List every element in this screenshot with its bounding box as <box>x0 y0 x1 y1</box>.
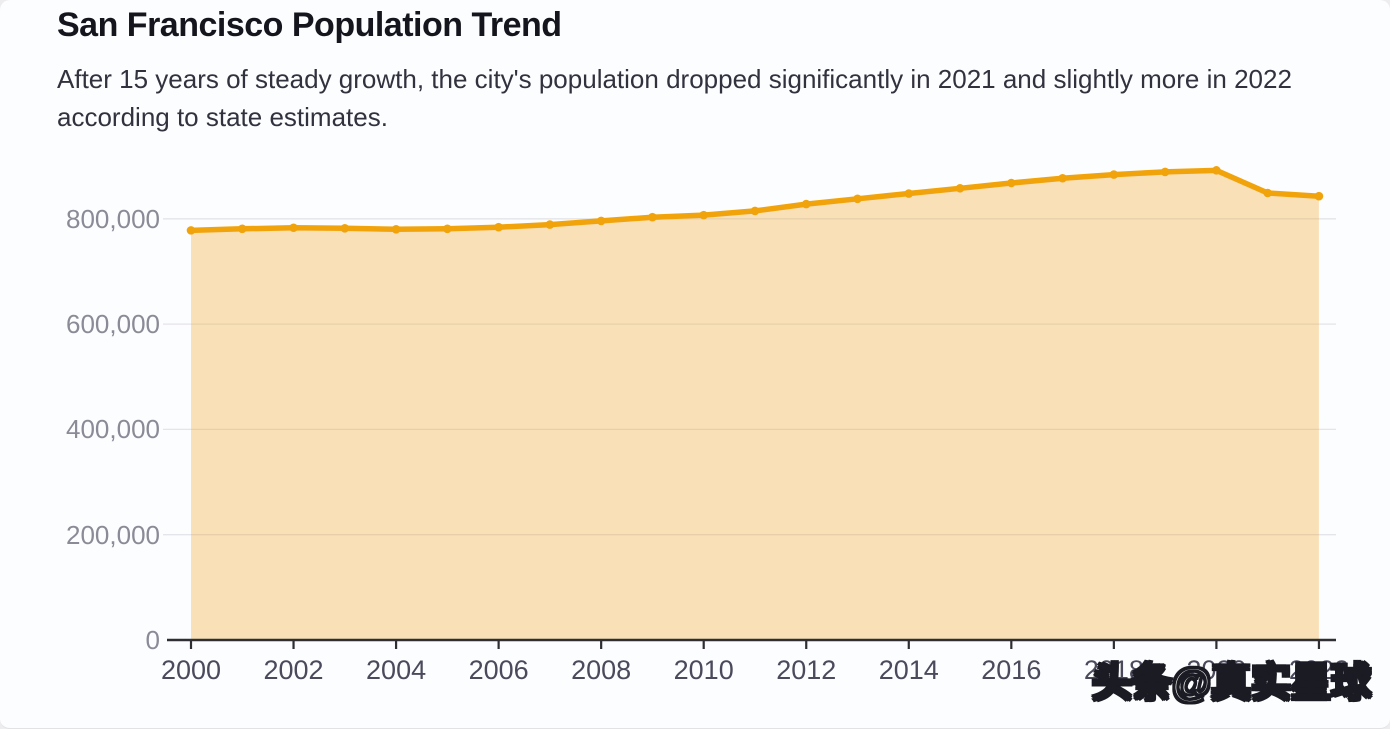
data-point-marker <box>1058 173 1067 183</box>
x-axis-tick-label: 2008 <box>571 655 632 685</box>
data-point-marker <box>1212 166 1221 175</box>
data-point-marker <box>801 199 811 209</box>
data-point-marker <box>648 212 657 222</box>
plot-series <box>186 166 1324 640</box>
x-axis-tick-label: 2020 <box>1186 655 1247 685</box>
data-point-marker <box>1160 167 1170 177</box>
y-axis-tick-label: 800,000 <box>66 203 160 234</box>
data-point-marker <box>443 224 452 234</box>
x-axis-tick-label: 2002 <box>263 655 324 685</box>
chart-subtitle: After 15 years of steady growth, the cit… <box>57 64 1292 132</box>
x-axis-tick-label: 2022 <box>1288 655 1349 685</box>
watermark-text: 头条@真实星球 <box>1091 660 1373 707</box>
data-point-marker <box>853 194 862 204</box>
y-axis-tick-label: 0 <box>145 625 160 655</box>
y-axis-tick-label: 400,000 <box>66 414 160 445</box>
data-point-marker <box>391 225 401 234</box>
area-fill <box>191 170 1319 640</box>
x-axis-tick-label: 2004 <box>366 655 427 685</box>
gridlines <box>163 218 1336 536</box>
y-axis-tick-label: 200,000 <box>66 519 160 550</box>
x-axis-tick-label: 2006 <box>468 655 529 685</box>
data-point-marker <box>186 226 196 235</box>
x-axis <box>167 638 1336 649</box>
x-axis-tick-label: 2010 <box>673 655 734 685</box>
data-point-marker <box>750 206 760 216</box>
data-point-marker <box>1109 170 1119 179</box>
x-axis-tick-label: 2018 <box>1083 655 1144 685</box>
data-point-marker <box>545 220 555 229</box>
data-point-marker <box>596 216 606 226</box>
x-axis-tick-label: 2012 <box>776 655 837 685</box>
page-title: San Francisco Population Trend <box>57 6 562 44</box>
data-point-marker <box>904 189 914 198</box>
data-point-marker <box>494 222 503 232</box>
data-point-marker <box>289 223 298 233</box>
data-point-marker <box>955 183 965 193</box>
x-axis-tick-label: 2016 <box>981 655 1042 685</box>
data-point-marker <box>1263 188 1272 198</box>
data-point-marker <box>1007 178 1016 188</box>
data-point-marker <box>340 223 350 233</box>
x-axis-tick-label: 2000 <box>160 655 222 685</box>
x-axis-tick-label: 2014 <box>878 655 939 685</box>
data-point-marker <box>1314 191 1324 201</box>
y-axis-tick-label: 600,000 <box>66 309 160 340</box>
data-point-marker <box>699 210 708 220</box>
data-point-marker <box>237 224 247 234</box>
